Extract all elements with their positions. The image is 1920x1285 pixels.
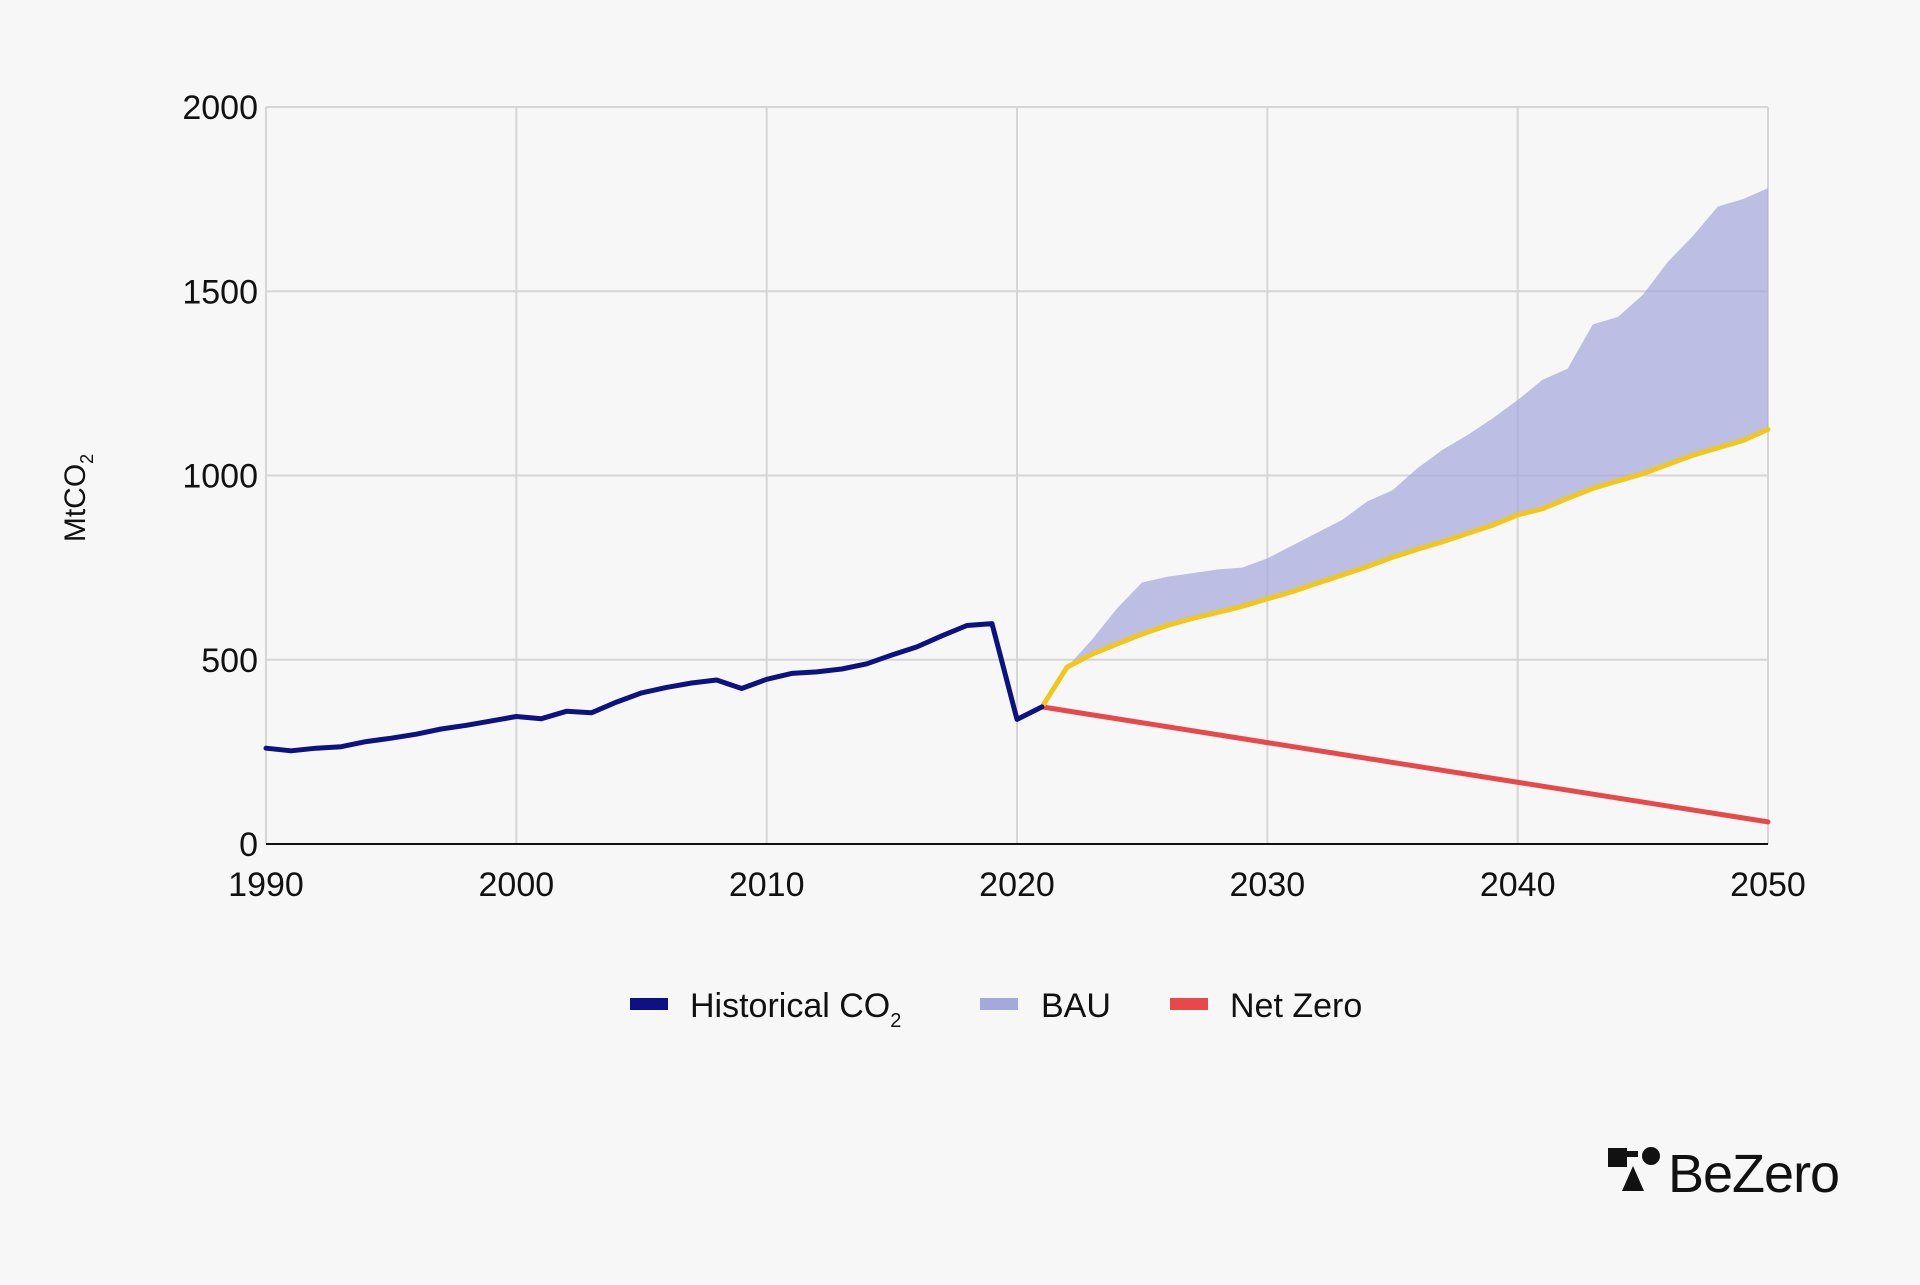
logo-circle-mark bbox=[1642, 1147, 1660, 1165]
tick-labels: 0 500 1000 1500 2000 1990 2000 2010 2020 2030 2040… bbox=[182, 89, 1805, 904]
historical-co-line bbox=[263, 621, 1045, 754]
x-tick-label-1990: 1990 bbox=[228, 866, 304, 904]
bau-band-layer bbox=[1042, 188, 1768, 707]
legend-swatch-bau bbox=[980, 998, 1018, 1010]
legend-label-bau: BAU bbox=[1041, 987, 1111, 1025]
y-tick-label-1500: 1500 bbox=[182, 273, 258, 311]
legend-label-net-zero: Net Zero bbox=[1230, 987, 1362, 1025]
x-tick-label-2040: 2040 bbox=[1480, 866, 1556, 904]
x-tick-label-2020: 2020 bbox=[979, 866, 1055, 904]
y-tick-label-0: 0 bbox=[239, 826, 258, 864]
x-tick-label-2010: 2010 bbox=[729, 866, 805, 904]
bezero-logo: BeZero bbox=[1608, 1144, 1840, 1204]
y-tick-label-1000: 1000 bbox=[182, 458, 258, 496]
y-axis-label: MtCO2 bbox=[59, 454, 97, 542]
x-tick-label-2000: 2000 bbox=[479, 866, 555, 904]
y-tick-label-500: 500 bbox=[201, 642, 258, 680]
logo-square-mark bbox=[1608, 1148, 1627, 1167]
x-tick-label-2050: 2050 bbox=[1730, 866, 1806, 904]
line-layer bbox=[263, 426, 1771, 825]
legend: Historical CO2 BAU Net Zero bbox=[630, 987, 1362, 1032]
y-tick-label-2000: 2000 bbox=[182, 89, 258, 127]
bau-band bbox=[1042, 188, 1768, 707]
logo-bar-mark bbox=[1626, 1151, 1638, 1157]
legend-swatch-historical bbox=[630, 998, 668, 1010]
legend-label-historical: Historical CO2 bbox=[690, 987, 901, 1032]
bau-central-line bbox=[1039, 426, 1771, 710]
x-tick-label-2030: 2030 bbox=[1230, 866, 1306, 904]
brand-name: BeZero bbox=[1668, 1144, 1839, 1204]
legend-swatch-net-zero bbox=[1170, 998, 1208, 1010]
net-zero-line bbox=[1039, 704, 1771, 825]
logo-triangle-mark bbox=[1622, 1166, 1644, 1191]
